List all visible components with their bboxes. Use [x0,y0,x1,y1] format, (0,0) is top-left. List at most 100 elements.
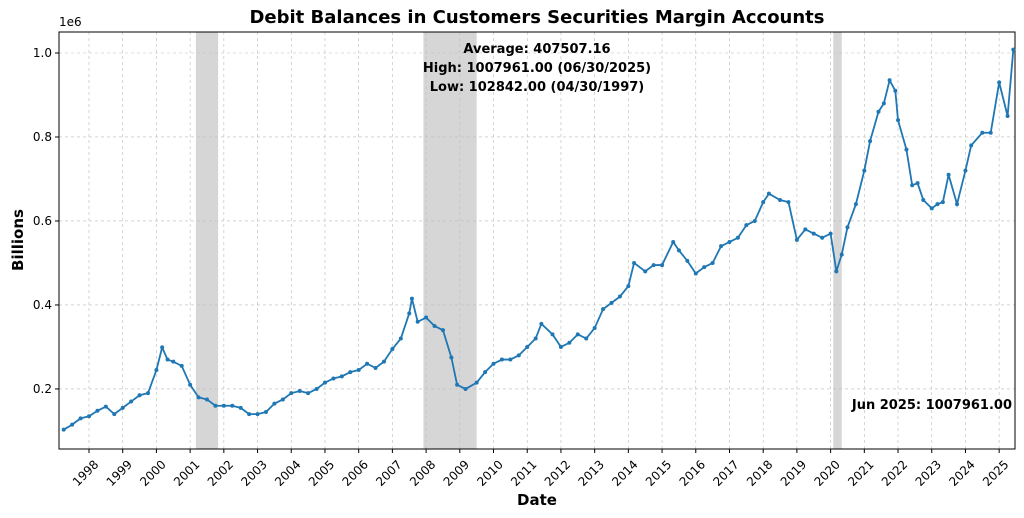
data-point [881,101,886,106]
data-point [525,344,530,349]
data-point [786,200,791,205]
data-point [247,412,252,417]
x-tick-label: 2020 [811,457,842,488]
data-point [263,410,268,415]
data-point [171,359,176,364]
data-point [575,332,580,337]
data-point [70,422,75,427]
data-point [929,206,934,211]
stats-text: Average: 407507.16 [463,42,610,57]
recession-shade [195,32,219,449]
y-tick-label: 0.4 [33,298,52,312]
data-point [165,357,170,362]
data-point [651,263,656,268]
data-point [609,300,614,305]
data-point [339,374,344,379]
data-point [719,244,724,249]
data-point [95,408,100,413]
data-point [988,130,993,135]
data-point [752,218,757,223]
data-point [710,260,715,265]
data-point [766,191,771,196]
data-point [297,389,302,394]
data-point [539,321,544,326]
data-point [915,181,920,186]
data-point [567,340,572,345]
x-tick-label: 2001 [171,457,202,488]
data-point [910,183,915,188]
x-axis-label: Date [517,491,557,509]
data-point [685,258,690,263]
x-tick-label: 2007 [373,457,404,488]
x-tick-label: 1998 [70,457,101,488]
x-tick-label: 2015 [643,457,674,488]
y-tick-label: 1.0 [33,46,52,60]
data-point [508,357,513,362]
x-tick-label: 1999 [104,457,135,488]
data-point [238,405,243,410]
x-tick-label: 2013 [575,457,606,488]
data-point [373,365,378,370]
data-point [398,336,403,341]
data-point [862,168,867,173]
data-point [811,231,816,236]
data-point [963,168,968,173]
data-point [356,368,361,373]
x-tick-label: 2017 [710,457,741,488]
data-point [78,416,83,421]
data-point [632,260,637,265]
data-point [483,370,488,375]
stats-text: Low: 102842.00 (04/30/1997) [430,80,645,95]
data-point [676,248,681,253]
x-tick-label: 2003 [238,457,269,488]
data-point [491,361,496,366]
data-point [306,391,311,396]
y-offset-label: 1e6 [59,15,82,29]
data-point [449,355,454,360]
recession-shade [833,32,842,449]
data-point [424,315,429,320]
data-point [365,361,370,366]
x-tick-label: 2018 [744,457,775,488]
data-point [904,147,909,152]
x-tick-label: 2024 [946,457,977,488]
data-point [112,412,117,417]
data-point [314,386,319,391]
data-point [179,363,184,368]
x-tick-label: 2014 [609,457,640,488]
data-point [778,197,783,202]
x-tick-label: 2023 [913,457,944,488]
x-tick-label: 2000 [137,457,168,488]
data-point [204,397,209,402]
data-point [940,200,945,205]
data-point [980,130,985,135]
data-point [230,403,235,408]
data-point [744,223,749,228]
y-axis-label: Billions [9,209,27,271]
data-point [592,326,597,331]
x-tick-label: 2022 [879,457,910,488]
data-point [160,345,165,350]
data-point [415,319,420,324]
data-point [626,284,631,289]
data-point [1005,113,1010,118]
data-point [643,269,648,274]
data-point [839,252,844,257]
data-point [868,139,873,144]
data-point [474,380,479,385]
y-tick-label: 0.2 [33,382,52,396]
data-point [727,239,732,244]
plot-frame [58,31,1016,450]
data-point [331,376,336,381]
data-point [550,332,555,337]
data-point [876,109,881,114]
data-point [440,328,445,333]
x-tick-label: 2011 [508,457,539,488]
x-tick-label: 2002 [205,457,236,488]
data-point [893,88,898,93]
data-point [558,344,563,349]
x-tick-label: 2021 [845,457,876,488]
data-point [853,202,858,207]
data-point [803,227,808,232]
data-point [946,172,951,177]
